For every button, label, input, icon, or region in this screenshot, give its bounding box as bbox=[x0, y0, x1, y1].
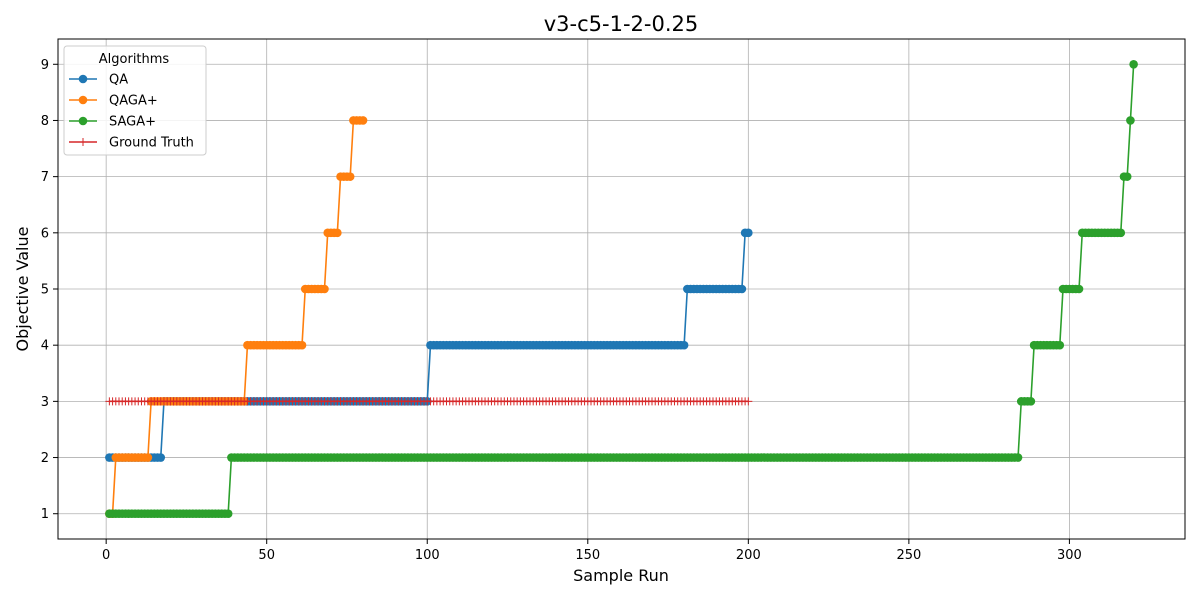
legend: Algorithms QA QAGA+ SAGA+ Ground Truth bbox=[63, 45, 207, 156]
legend-entry-saga: SAGA+ bbox=[69, 115, 156, 130]
data-point bbox=[345, 172, 355, 181]
data-point bbox=[156, 453, 166, 462]
legend-box bbox=[63, 45, 207, 156]
y-tick-label: 8 bbox=[41, 114, 49, 129]
data-point bbox=[297, 340, 307, 350]
legend-label: QAGA+ bbox=[109, 94, 158, 109]
data-point bbox=[744, 228, 753, 238]
data-point bbox=[737, 284, 747, 294]
legend-marker bbox=[78, 74, 88, 84]
series-ground-truth bbox=[105, 397, 753, 406]
x-tick-label: 300 bbox=[1057, 548, 1082, 563]
data-point bbox=[143, 453, 153, 462]
y-tick-label: 6 bbox=[41, 226, 49, 241]
data-point bbox=[1129, 59, 1138, 69]
y-tick-label: 1 bbox=[41, 507, 49, 522]
data-point bbox=[1126, 116, 1135, 125]
data-point bbox=[333, 228, 342, 238]
y-axis-label: Objective Value bbox=[13, 227, 32, 352]
legend-label: SAGA+ bbox=[109, 115, 156, 130]
x-tick-label: 0 bbox=[102, 548, 110, 563]
series-area bbox=[105, 59, 1138, 519]
legend-entries: QA QAGA+ SAGA+ Ground Truth bbox=[69, 73, 194, 151]
legend-label: Ground Truth bbox=[109, 136, 194, 151]
y-tick-label: 9 bbox=[41, 58, 49, 73]
data-point bbox=[1122, 172, 1132, 181]
legend-marker bbox=[78, 95, 88, 105]
legend-entry-qa: QA bbox=[69, 73, 128, 88]
x-tick-label: 200 bbox=[736, 548, 761, 563]
chart-title: v3-c5-1-2-0.25 bbox=[544, 12, 699, 36]
data-point bbox=[223, 509, 233, 519]
data-point bbox=[358, 116, 368, 125]
data-point bbox=[320, 284, 329, 294]
data-point bbox=[1055, 340, 1065, 350]
x-tick-label: 250 bbox=[896, 548, 921, 563]
legend-marker bbox=[78, 116, 88, 126]
series-saga bbox=[105, 59, 1138, 519]
data-point bbox=[744, 397, 753, 406]
y-tick-label: 7 bbox=[41, 170, 49, 185]
y-tick-label: 2 bbox=[41, 451, 49, 466]
x-tick-label: 50 bbox=[258, 548, 275, 563]
data-point bbox=[1116, 228, 1126, 238]
legend-marker bbox=[79, 138, 87, 146]
x-tick-label: 150 bbox=[575, 548, 600, 563]
x-tick-label: 100 bbox=[415, 548, 440, 563]
legend-entry-ground-truth: Ground Truth bbox=[69, 136, 194, 151]
data-point bbox=[1013, 453, 1023, 462]
legend-entry-qaga: QAGA+ bbox=[69, 94, 158, 109]
y-tick-label: 5 bbox=[41, 283, 49, 298]
y-tick-label: 4 bbox=[41, 339, 49, 354]
data-point bbox=[1026, 397, 1036, 406]
x-axis-label: Sample Run bbox=[573, 566, 669, 585]
legend-label: QA bbox=[109, 73, 128, 88]
data-point bbox=[1074, 284, 1084, 294]
axis-ticks: 0 50 100 150 200 250 300 1 2 3 4 5 6 7 8 9 bbox=[41, 58, 1082, 563]
legend-title: Algorithms bbox=[99, 52, 170, 67]
y-tick-label: 3 bbox=[41, 395, 49, 410]
data-point bbox=[679, 340, 689, 350]
